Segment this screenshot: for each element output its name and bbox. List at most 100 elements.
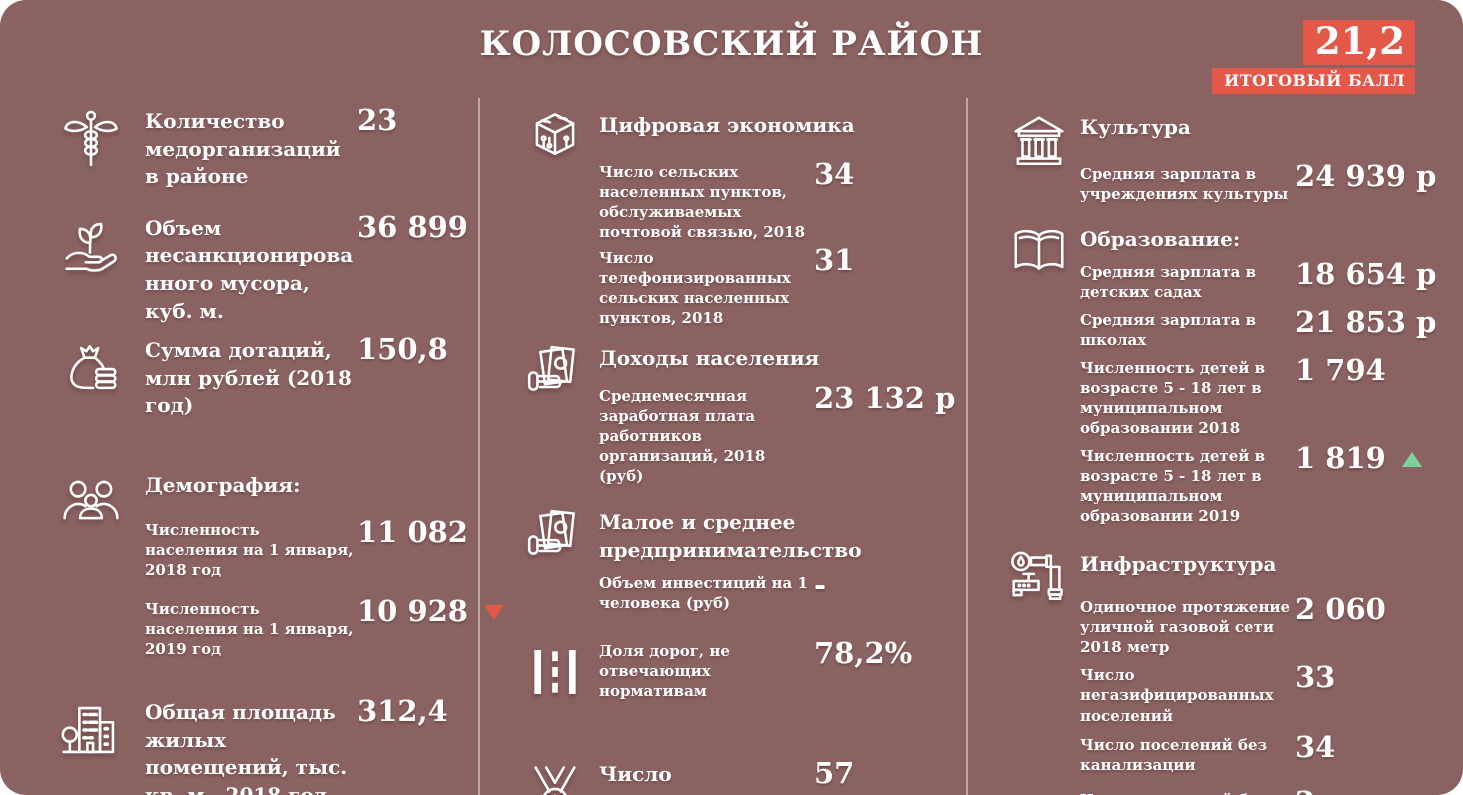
stat-value: 21 853 р: [1295, 304, 1437, 339]
svg-text:1: 1: [550, 792, 560, 795]
stat-row-kindergarten-salary: Средняя зарплата в детских садах 18 654 …: [1008, 258, 1436, 302]
stat-row-no-water: Число поселений без водопроводов 2: [1008, 785, 1415, 795]
section-header-label: Демография:: [145, 472, 301, 497]
stat-value: 23: [357, 103, 398, 137]
total-score-label: ИТОГОВЫЙ БАЛЛ: [1212, 67, 1415, 94]
stat-value: 312,4: [357, 694, 448, 729]
money-hand-icon: [524, 505, 586, 567]
stat-row-children-2019: Численность детей в возрасте 5 - 18 лет …: [1008, 441, 1422, 526]
road-icon: [524, 641, 586, 703]
trend-down-icon: [484, 604, 504, 620]
total-score-value: 21,2: [1302, 20, 1415, 65]
stat-value: 18 654 р: [1295, 257, 1437, 292]
stat-label: Число поселений без водопроводов: [1080, 790, 1295, 795]
stat-label: Общая площадь жилых помещений, тыс. кв. …: [145, 700, 348, 795]
stat-row-sport-facilities: 1 Число спортивных сооружений 2018 57: [524, 756, 966, 795]
stat-value: 1 794: [1295, 352, 1386, 387]
stat-label: Число спортивных сооружений 2018: [599, 762, 741, 795]
stat-label: Число телефонизированных сельских населе…: [599, 248, 791, 328]
people-icon: [60, 468, 122, 530]
stat-row-children-2018: Численность детей в возрасте 5 - 18 лет …: [1008, 353, 1415, 438]
money-hand-icon: [524, 341, 586, 403]
stat-value: 24 939 р: [1295, 158, 1437, 193]
stat-label: Число сельских населенных пунктов, обслу…: [599, 162, 806, 241]
section-header-label: Цифровая экономика: [599, 113, 855, 137]
stat-row-investment: Объем инвестиций на 1 человека (руб) -: [524, 568, 966, 613]
stat-label: Число поселений без канализации: [1080, 735, 1268, 774]
section-header-label: Малое и среднее предпринимательство: [599, 510, 862, 562]
stat-value: 11 082: [357, 514, 468, 549]
sprout-hand-icon: [60, 215, 122, 277]
stat-value: 57: [814, 756, 855, 791]
stat-row-gas-network: Одиночное протяжение уличной газовой сет…: [1008, 592, 1415, 657]
stat-row-population-2018: Численность населения на 1 января, 2018 …: [48, 515, 478, 580]
section-header-demography: Демография:: [48, 468, 478, 520]
column-middle: Цифровая экономика Число сельских населе…: [478, 98, 966, 795]
stat-row-population-2019: Численность населения на 1 января, 2019 …: [48, 594, 504, 659]
stat-label: Средняя зарплата в учреждениях культуры: [1080, 164, 1289, 203]
stat-value: 1 819: [1295, 441, 1386, 476]
buildings-icon: [60, 699, 122, 761]
stat-value: 34: [1295, 729, 1336, 764]
open-book-icon: [1008, 222, 1070, 284]
stat-value: 10 928: [357, 593, 468, 628]
stat-label: Доля дорог, не отвечающих нормативам: [599, 641, 730, 700]
water-pipe-icon: [1008, 547, 1070, 609]
total-score-badge: 21,2 ИТОГОВЫЙ БАЛЛ: [1212, 20, 1415, 94]
stat-label: Среднемесячная заработная плата работник…: [599, 386, 766, 486]
stat-label: Сумма дотаций, млн рублей (2018 год): [145, 338, 352, 418]
stat-row-no-gas: Число негазифицированных поселений 33: [1008, 661, 1415, 725]
stats-columns: Количество медорганизаций в районе 23 Об…: [48, 98, 1436, 795]
section-header-incomes: Доходы населения: [524, 341, 966, 392]
section-header-label: Инфраструктура: [1080, 551, 1277, 576]
stat-value: -: [814, 567, 827, 602]
stat-label: Численность детей в возрасте 5 - 18 лет …: [1080, 358, 1266, 438]
stat-row-phone-settlements: Число телефонизированных сельских населе…: [524, 243, 966, 328]
stat-row-garbage: Объем несанкционированного мусора, куб. …: [48, 210, 478, 325]
stat-label: Одиночное протяжение уличной газовой сет…: [1080, 598, 1291, 657]
stat-value: 150,8: [357, 332, 448, 367]
stat-value: 33: [1295, 660, 1336, 695]
stat-row-roads: Доля дорог, не отвечающих нормативам 78,…: [524, 636, 966, 703]
stat-label: Численность населения на 1 января, 2018 …: [145, 520, 354, 579]
column-left: Количество медорганизаций в районе 23 Об…: [48, 98, 504, 795]
stat-label: Объем инвестиций на 1 человека (руб): [599, 573, 808, 612]
stat-value: 78,2%: [814, 635, 913, 670]
stat-value: 36 899: [357, 209, 468, 244]
stat-value: 2 060: [1295, 592, 1386, 627]
digital-cube-icon: [524, 108, 586, 170]
stat-label: Численность населения на 1 января, 2019 …: [145, 599, 354, 658]
stat-label: Объем несанкционированного мусора, куб. …: [145, 215, 354, 323]
section-header-label: Культура: [1080, 115, 1191, 139]
stat-row-avg-salary: Среднемесячная заработная плата работник…: [524, 381, 966, 486]
column-right: Культура Средняя зарплата в учреждениях …: [966, 98, 1436, 795]
section-header-education: Образование:: [1008, 222, 1415, 270]
stat-label: Число негазифицированных поселений: [1080, 666, 1274, 725]
stat-value: 2: [1295, 785, 1315, 795]
stat-value: 31: [814, 242, 855, 277]
stat-label: Численность детей в возрасте 5 - 18 лет …: [1080, 447, 1266, 526]
stat-row-no-sewage: Число поселений без канализации 34: [1008, 730, 1415, 775]
section-header-label: Образование:: [1080, 226, 1241, 251]
stat-value: 34: [814, 156, 855, 191]
section-header-label: Доходы населения: [599, 346, 820, 371]
stat-row-culture-salary: Средняя зарплата в учреждениях культуры …: [1008, 159, 1436, 204]
medal-icon: 1: [524, 761, 586, 795]
section-header-sme: Малое и среднее предпринимательство: [524, 505, 966, 564]
trend-up-icon: [1401, 452, 1422, 468]
money-bag-icon: [60, 337, 122, 399]
bank-icon: [1008, 110, 1070, 172]
stat-row-post-settlements: Число сельских населенных пунктов, обслу…: [524, 157, 966, 242]
stat-label: Средняя зарплата в детских садах: [1080, 263, 1257, 302]
section-header-digital-economy: Цифровая экономика: [524, 108, 966, 156]
section-header-culture: Культура: [1008, 110, 1415, 166]
stat-label: Средняя зарплата в школах: [1080, 310, 1257, 349]
stat-value: 23 132 р: [814, 380, 956, 415]
section-header-infrastructure: Инфраструктура: [1008, 547, 1415, 600]
stat-row-med-orgs: Количество медорганизаций в районе 23: [48, 103, 478, 191]
stat-row-school-salary: Средняя зарплата в школах 21 853 р: [1008, 305, 1436, 350]
page-title: КОЛОСОВСКИЙ РАЙОН: [479, 24, 984, 64]
stat-row-subsidies: Сумма дотаций, млн рублей (2018 год) 150…: [48, 332, 478, 420]
caduceus-icon: [60, 108, 122, 170]
